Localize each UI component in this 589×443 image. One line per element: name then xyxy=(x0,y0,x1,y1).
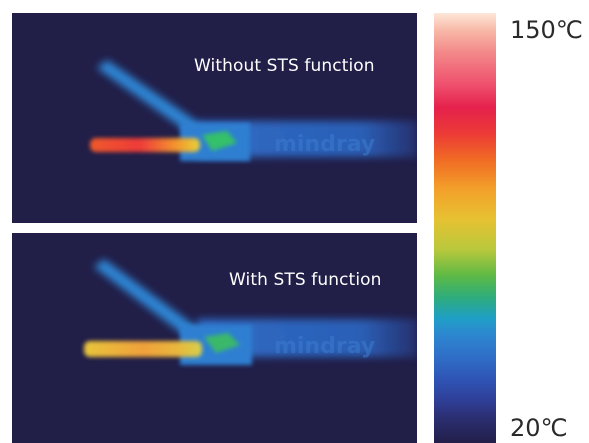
joint-hot-spot xyxy=(202,131,237,151)
scale-min-label: 20℃ xyxy=(510,414,568,442)
thermal-image-without-sts: mindray Without STS function xyxy=(12,13,417,223)
temperature-color-scale xyxy=(434,13,496,443)
upper-jaw xyxy=(97,60,202,135)
joint-warm-spot xyxy=(204,333,240,353)
caption-with-sts: With STS function xyxy=(229,270,382,290)
lower-jaw-hot xyxy=(90,138,200,152)
logo-mindray: mindray xyxy=(274,334,375,359)
scale-max-label: 150℃ xyxy=(510,16,583,44)
lower-jaw-warm xyxy=(84,341,202,357)
thermal-image-with-sts: mindray With STS function xyxy=(12,233,417,443)
instrument-thermal-view: mindray xyxy=(84,259,417,365)
upper-jaw xyxy=(94,259,202,341)
caption-without-sts: Without STS function xyxy=(194,56,375,76)
logo-mindray: mindray xyxy=(274,132,375,157)
instrument-thermal-view: mindray xyxy=(90,60,417,161)
